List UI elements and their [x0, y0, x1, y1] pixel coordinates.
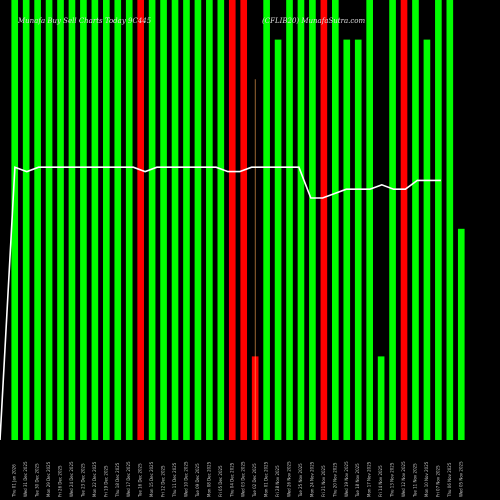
x-tick-label-9: Thu 18 Dec 2025 — [115, 462, 120, 498]
x-tick-label-19: Thu 04 Dec 2025 — [229, 462, 234, 498]
bar-12 — [148, 0, 156, 440]
bar-33 — [389, 0, 396, 440]
bar-20 — [240, 0, 248, 440]
bar-35 — [412, 0, 419, 440]
chart-subtitle: (CFLIB20) MunafaSutra.com — [262, 17, 365, 25]
bar-30 — [354, 39, 362, 440]
bar-22 — [263, 0, 270, 440]
bar-23 — [274, 39, 282, 440]
x-tick-label-22: Mon 01 Dec 2025 — [264, 461, 269, 497]
price-line — [0, 166, 441, 441]
bar-group — [11, 0, 465, 440]
bar-24 — [286, 0, 293, 440]
x-tick-label-33: Thu 13 Nov 2025 — [390, 462, 395, 498]
bar-8 — [103, 0, 110, 440]
bar-32 — [377, 356, 385, 440]
x-tick-label-30: Tue 18 Nov 2025 — [355, 463, 360, 498]
x-tick-label-34: Wed 12 Nov 2025 — [401, 461, 406, 497]
bar-34 — [400, 0, 408, 440]
x-tick-label-27: Fri 21 Nov 2025 — [321, 465, 326, 497]
bar-9 — [114, 0, 122, 440]
x-tick-label-28: Thu 20 Nov 2025 — [332, 462, 337, 498]
x-tick-label-35: Tue 11 Nov 2025 — [413, 463, 418, 498]
x-tick-label-8: Fri 19 Dec 2025 — [103, 465, 108, 497]
bar-15 — [183, 0, 190, 440]
bar-18 — [217, 0, 225, 440]
x-tick-label-1: Wed 31 Dec 2025 — [23, 461, 28, 497]
x-tick-label-29: Wed 19 Nov 2025 — [344, 461, 349, 497]
x-tick-label-5: Wed 24 Dec 2025 — [69, 461, 74, 497]
x-tick-label-12: Mon 15 Dec 2025 — [149, 461, 154, 497]
x-tick-label-10: Wed 17 Dec 2025 — [126, 461, 131, 497]
bar-0 — [11, 0, 19, 440]
x-tick-label-14: Thu 11 Dec 2025 — [172, 462, 177, 498]
bar-10 — [125, 0, 133, 440]
bar-19 — [228, 0, 236, 440]
x-tick-label-23: Fri 28 Nov 2025 — [275, 465, 280, 497]
bar-38 — [446, 0, 454, 440]
bar-2 — [34, 0, 41, 440]
x-tick-label-26: Mon 24 Nov 2025 — [309, 461, 314, 497]
x-tick-labels: Thu 01 Jan 2026 Wed 31 Dec 2025 Tue 30 Dec… — [12, 461, 464, 498]
line-group — [0, 166, 441, 441]
x-tick-label-13: Fri 12 Dec 2025 — [161, 465, 166, 497]
bar-36 — [423, 39, 431, 440]
x-tick-label-0: Thu 01 Jan 2026 — [12, 464, 17, 498]
x-tick-label-4: Fri 26 Dec 2025 — [58, 465, 63, 497]
bar-7 — [91, 0, 99, 440]
bar-25 — [297, 0, 305, 440]
bar-5 — [68, 0, 76, 440]
x-tick-label-7: Mon 22 Dec 2025 — [92, 461, 97, 497]
bar-16 — [194, 0, 202, 440]
bar-17 — [206, 0, 213, 440]
x-tick-label-20: Wed 03 Dec 2025 — [241, 461, 246, 497]
bar-13 — [160, 0, 167, 440]
bar-3 — [45, 0, 53, 440]
x-tick-label-25: Tue 25 Nov 2025 — [298, 463, 303, 498]
bar-4 — [57, 0, 64, 440]
x-tick-label-37: Fri 07 Nov 2025 — [435, 465, 440, 497]
bar-26 — [309, 0, 316, 440]
x-tick-label-11: Tue 16 Dec 2025 — [138, 463, 143, 498]
x-tick-label-6: Tue 23 Dec 2025 — [80, 463, 85, 498]
chart-title: Munafa Buy Sell Charts Today 9C445 — [17, 17, 152, 25]
x-tick-label-2: Tue 30 Dec 2025 — [35, 463, 40, 498]
x-tick-label-3: Mon 29 Dec 2025 — [46, 461, 51, 497]
x-tick-label-32: Fri 14 Nov 2025 — [378, 465, 383, 497]
x-tick-label-31: Mon 17 Nov 2025 — [367, 461, 372, 497]
x-tick-label-36: Mon 10 Nov 2025 — [424, 461, 429, 497]
x-tick-label-15: Wed 10 Dec 2025 — [184, 461, 189, 497]
x-tick-label-39: Wed 05 Nov 2025 — [458, 461, 463, 497]
bar-6 — [80, 0, 87, 440]
x-tick-label-21: Tue 02 Dec 2025 — [252, 463, 257, 498]
bar-11 — [137, 0, 144, 440]
x-tick-label-18: Fri 05 Dec 2025 — [218, 465, 223, 497]
x-tick-label-16: Tue 09 Dec 2025 — [195, 463, 200, 498]
x-tick-label-17: Mon 08 Dec 2025 — [206, 461, 211, 497]
bar-29 — [343, 39, 351, 440]
bar-14 — [171, 0, 179, 440]
bar-28 — [332, 0, 339, 440]
bar-31 — [366, 0, 373, 440]
x-tick-label-24: Wed 26 Nov 2025 — [287, 461, 292, 497]
bar-37 — [435, 0, 442, 440]
bar-1 — [22, 0, 30, 440]
bar-39 — [457, 228, 465, 440]
bar-27 — [320, 0, 328, 440]
x-tick-label-38: Thu 06 Nov 2025 — [447, 462, 452, 498]
